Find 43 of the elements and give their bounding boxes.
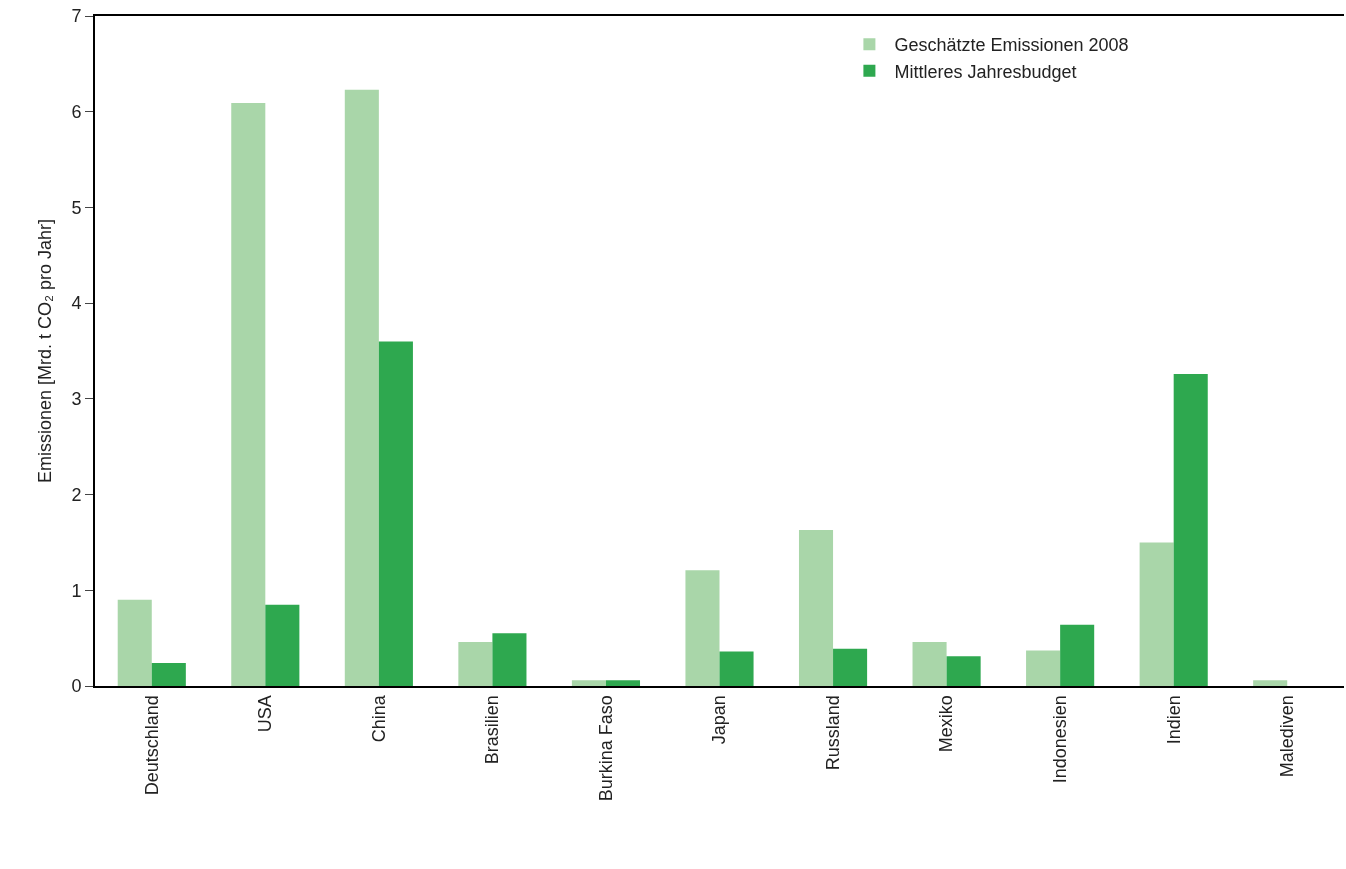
legend-label: Geschätzte Emissionen 2008 [894,35,1129,56]
x-tick-label: Japan [709,695,730,745]
y-tick-label: 3 [71,389,82,410]
bar [946,656,981,686]
bar [344,89,379,686]
bar [719,651,754,686]
bar [912,641,947,686]
bar [117,599,152,686]
bar [265,604,300,686]
bar [1139,542,1174,686]
y-axis-title: Emissionen [Mrd. t CO₂ pro Jahr] [35,218,56,484]
y-tick-label: 7 [71,6,82,27]
bar [685,570,720,686]
bar [151,663,186,686]
bar [1060,624,1095,686]
bar [378,341,413,686]
y-tick-label: 2 [71,484,82,505]
legend-label: Mittleres Jahresbudget [894,61,1077,82]
x-tick-label: Indien [1163,695,1184,745]
x-tick-label: China [368,694,389,743]
bar [571,680,606,686]
bar [833,648,868,686]
bar [231,103,266,686]
x-tick-label: Burkina Faso [595,695,616,802]
x-tick-label: Brasilien [482,695,503,765]
y-tick-label: 1 [71,580,82,601]
x-tick-label: Russland [822,695,843,771]
bar [1253,680,1288,686]
bar [1026,650,1061,686]
y-tick-label: 6 [71,102,82,123]
bar [605,680,641,686]
x-tick-label: Indonesien [1049,695,1070,784]
x-tick-label: Deutschland [141,695,162,796]
y-tick-label: 0 [71,676,82,697]
bar [798,529,834,686]
y-tick-label: 5 [71,197,82,218]
bar [458,641,493,686]
y-tick-label: 4 [71,293,82,314]
x-tick-label: Malediven [1277,695,1298,778]
bar [492,633,527,686]
x-tick-label: Mexiko [936,695,957,753]
bar [1173,373,1208,686]
x-tick-label: USA [255,695,276,733]
